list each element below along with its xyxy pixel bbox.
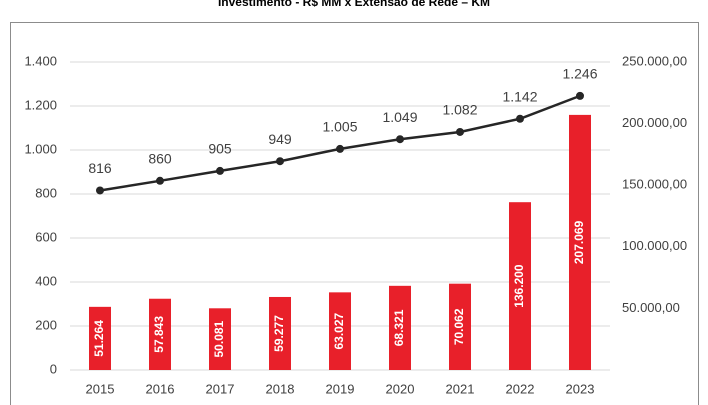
line-value-label: 1.049: [382, 109, 417, 125]
line-marker: [516, 114, 524, 123]
bar: [269, 296, 291, 370]
bar-value-label: 207.069: [572, 220, 586, 264]
bar: [149, 298, 171, 370]
y-tick-label: 600: [35, 229, 57, 244]
bar: [449, 283, 471, 370]
line-marker: [276, 157, 284, 166]
bar: [329, 292, 351, 370]
x-tick-label: 2016: [146, 381, 175, 396]
x-tick-label: 2020: [386, 381, 415, 396]
x-tick-label: 2022: [506, 381, 535, 396]
bar-value-label: 57.843: [152, 316, 166, 353]
line-value-label: 1.246: [562, 66, 597, 82]
chart-title: Investimento - R$ MM x Extensão de Rede …: [218, 0, 490, 9]
bar: [389, 285, 411, 370]
x-tick-label: 2018: [266, 381, 295, 396]
y-tick-label: 800: [35, 185, 57, 200]
x-tick-label: 2019: [326, 381, 355, 396]
line-marker: [156, 176, 164, 185]
bar-value-label: 136.200: [512, 264, 526, 308]
bar-value-label: 59.277: [272, 315, 286, 352]
y-tick-label: 200: [35, 317, 57, 332]
x-tick-label: 2017: [206, 381, 235, 396]
chart-border: [10, 22, 699, 405]
y-tick-label: 400: [35, 273, 57, 288]
line-marker: [216, 166, 224, 175]
line-value-label: 860: [148, 151, 172, 167]
line-value-label: 905: [208, 141, 232, 157]
bar-value-label: 51.264: [92, 320, 106, 357]
x-tick-label: 2023: [566, 381, 595, 396]
line-value-label: 1.082: [442, 102, 477, 118]
y2-tick-label: 150.000,00: [622, 177, 687, 192]
bar-value-label: 70.062: [452, 308, 466, 345]
line-marker: [396, 135, 404, 144]
line-marker: [456, 127, 464, 136]
y2-tick-label: 100.000,00: [622, 238, 687, 253]
line: [99, 94, 581, 192]
bar: [89, 306, 111, 370]
x-tick-label: 2015: [86, 381, 115, 396]
line-marker: [576, 91, 584, 100]
bar: [509, 202, 531, 370]
bar-value-label: 50.081: [212, 320, 226, 357]
line-marker: [336, 144, 344, 153]
bar: [569, 114, 591, 370]
y-tick-label: 1.200: [24, 97, 57, 112]
y-tick-label: 1.000: [24, 141, 57, 156]
y-tick-label: 1.400: [24, 53, 57, 68]
line-value-label: 1.142: [502, 88, 537, 104]
line-marker: [96, 186, 104, 195]
bar-value-label: 63.027: [332, 312, 346, 349]
y2-tick-label: 250.000,00: [622, 53, 687, 68]
line-value-label: 949: [268, 131, 292, 147]
bar: [209, 308, 231, 370]
line-value-label: 816: [88, 160, 112, 176]
y2-tick-label: 50.000,00: [622, 300, 680, 315]
y2-tick-label: 200.000,00: [622, 115, 687, 130]
x-tick-label: 2021: [446, 381, 475, 396]
y-tick-label: 0: [50, 361, 57, 376]
bar-value-label: 68.321: [392, 309, 406, 346]
line-value-label: 1.005: [322, 119, 357, 135]
